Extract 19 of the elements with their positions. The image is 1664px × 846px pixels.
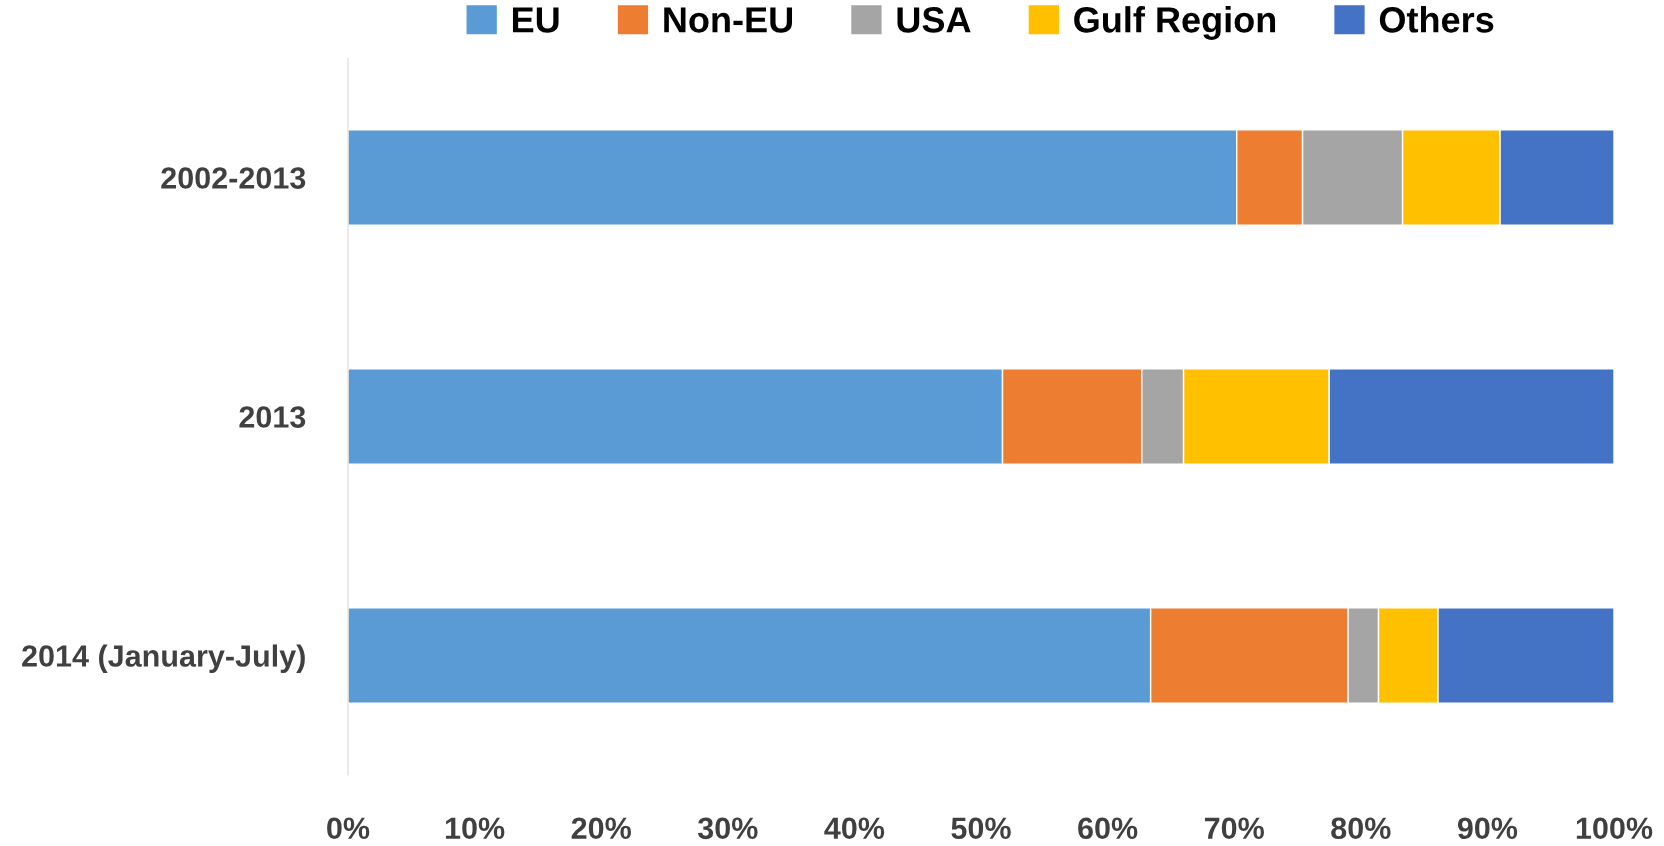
legend-label: Others: [1379, 6, 1494, 33]
x-tick-label: 80%: [1331, 817, 1391, 840]
x-tick-label: 100%: [1576, 817, 1653, 840]
x-tick-label: 20%: [571, 817, 631, 840]
legend-label: Non-EU: [664, 7, 793, 33]
x-tick-label: 50%: [951, 817, 1011, 840]
x-tick-label: 70%: [1204, 817, 1264, 840]
legend-label: EU: [512, 7, 559, 33]
y-tick-label: 2013: [239, 406, 306, 428]
x-tick-label: 10%: [445, 817, 505, 840]
x-tick-label: 30%: [697, 817, 758, 840]
y-tick-label: 2014 (January-July): [22, 644, 305, 673]
legend-label: USA: [897, 7, 971, 33]
legend-label: Gulf Region: [1074, 6, 1276, 40]
x-tick-label: 60%: [1078, 817, 1138, 840]
x-tick-label: 90%: [1457, 817, 1518, 840]
x-tick-label: 0%: [327, 817, 370, 840]
y-tick-label: 2002-2013: [161, 167, 306, 189]
x-tick-label: 40%: [824, 817, 885, 840]
